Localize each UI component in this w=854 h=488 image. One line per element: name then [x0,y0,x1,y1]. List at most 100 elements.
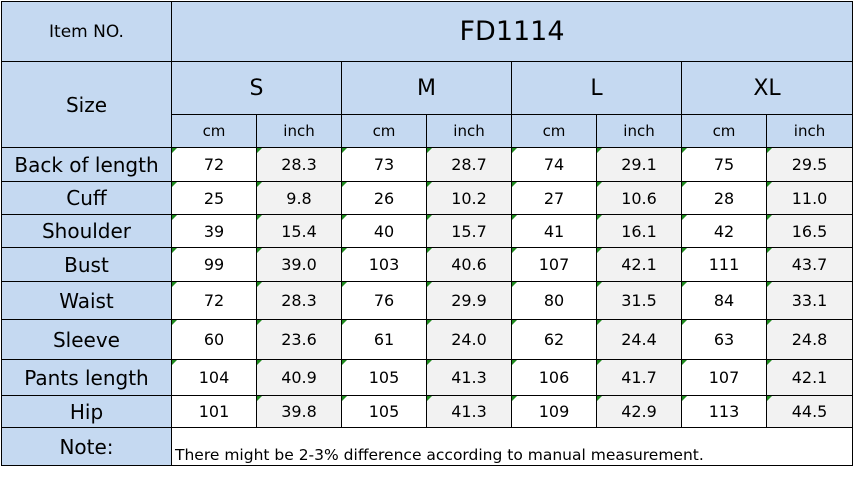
measurement-value: 42.1 [765,359,854,396]
size-xl: XL [680,61,854,115]
measurement-value: 61 [341,319,427,360]
measurement-value: 25 [171,181,257,215]
measurement-value: 72 [171,147,257,182]
measurement-row: Hip 101 39.8 105 41.3 109 42.9 113 44.5 [1,395,854,428]
measurement-value: 24.4 [596,319,682,360]
measurement-value: 15.7 [426,214,512,248]
measurement-row: Back of length 72 28.3 73 28.7 74 29.1 75 29.5 [1,147,854,182]
size-chart-table: Item NO. FD1114 Size S M L XL cm inch cm… [1,1,854,466]
measurement-value: 63 [681,319,767,360]
measurement-value: 39.8 [256,395,342,428]
note-row: Note: There might be 2-3% difference acco… [1,427,854,466]
note-text: There might be 2-3% difference according… [170,427,854,466]
measurement-value: 41.7 [596,359,682,396]
measurement-value: 42.9 [596,395,682,428]
measurement-value: 60 [171,319,257,360]
measurement-value: 39.0 [256,247,342,282]
measurement-value: 43.7 [765,247,854,282]
measurement-value: 107 [681,359,767,396]
measurement-value: 42 [681,214,767,248]
measurement-value: 9.8 [256,181,342,215]
measurement-value: 24.8 [765,319,854,360]
measurement-value: 105 [341,359,427,396]
measurement-value: 76 [341,281,427,320]
measurement-value: 15.4 [256,214,342,248]
item-no-value: FD1114 [170,1,854,62]
unit-cell: cm [681,114,767,148]
unit-cell: inch [596,114,682,148]
size-l: L [511,61,682,115]
measurement-value: 42.1 [596,247,682,282]
measurement-row: Bust 99 39.0 103 40.6 107 42.1 111 43.7 [1,247,854,282]
measurement-value: 84 [681,281,767,320]
measurement-row: Shoulder 39 15.4 40 15.7 41 16.1 42 16.5 [1,214,854,248]
measurement-value: 28.3 [256,147,342,182]
measurement-value: 27 [511,181,597,215]
measurement-value: 16.1 [596,214,682,248]
measurement-label: Sleeve [1,319,172,360]
measurement-row: Cuff 25 9.8 26 10.2 27 10.6 28 11.0 [1,181,854,215]
measurement-value: 107 [511,247,597,282]
measurement-value: 40 [341,214,427,248]
measurement-value: 41.3 [426,395,512,428]
measurement-value: 109 [511,395,597,428]
measurement-value: 39 [171,214,257,248]
measurement-row: Sleeve 60 23.6 61 24.0 62 24.4 63 24.8 [1,319,854,360]
measurement-value: 99 [171,247,257,282]
size-label: Size [1,61,172,148]
item-row: Item NO. FD1114 [1,1,854,62]
measurement-value: 103 [341,247,427,282]
measurement-value: 10.6 [596,181,682,215]
unit-cell: inch [256,114,342,148]
measurement-label: Waist [1,281,172,320]
note-label: Note: [1,427,172,466]
measurement-value: 101 [171,395,257,428]
measurement-label: Cuff [1,181,172,215]
unit-row: cm inch cm inch cm inch cm inch [2,114,854,148]
measurement-value: 29.5 [765,147,854,182]
unit-cell: inch [765,114,854,148]
measurement-value: 29.1 [596,147,682,182]
measurement-label: Bust [1,247,172,282]
measurement-value: 40.6 [426,247,512,282]
measurement-value: 113 [681,395,767,428]
size-m: M [341,61,512,115]
measurement-value: 26 [341,181,427,215]
measurement-value: 16.5 [765,214,854,248]
unit-cell: cm [341,114,427,148]
unit-cell: inch [426,114,512,148]
measurement-value: 29.9 [426,281,512,320]
measurement-value: 72 [171,281,257,320]
measurement-value: 31.5 [596,281,682,320]
measurement-value: 106 [511,359,597,396]
item-no-label: Item NO. [1,1,172,62]
measurement-label: Back of length [1,147,172,182]
measurement-value: 75 [681,147,767,182]
measurement-value: 73 [341,147,427,182]
size-s: S [171,61,342,115]
measurement-value: 10.2 [426,181,512,215]
measurement-row: Pants length 104 40.9 105 41.3 106 41.7 107 42.1 [1,359,854,396]
measurement-value: 105 [341,395,427,428]
measurement-row: Waist 72 28.3 76 29.9 80 31.5 84 33.1 [1,281,854,320]
measurement-value: 28.3 [256,281,342,320]
measurement-value: 111 [681,247,767,282]
measurement-value: 11.0 [765,181,854,215]
measurement-value: 44.5 [765,395,854,428]
measurement-label: Shoulder [1,214,172,248]
measurement-value: 33.1 [765,281,854,320]
size-row: Size S M L XL [1,61,854,148]
measurement-value: 24.0 [426,319,512,360]
measurement-value: 104 [171,359,257,396]
measurement-label: Pants length [1,359,172,396]
measurement-value: 28.7 [426,147,512,182]
measurement-value: 80 [511,281,597,320]
measurement-label: Hip [1,395,172,428]
measurement-value: 41 [511,214,597,248]
unit-cell: cm [171,114,257,148]
measurement-value: 74 [511,147,597,182]
measurement-value: 41.3 [426,359,512,396]
measurement-value: 62 [511,319,597,360]
measurement-value: 28 [681,181,767,215]
measurement-value: 23.6 [256,319,342,360]
